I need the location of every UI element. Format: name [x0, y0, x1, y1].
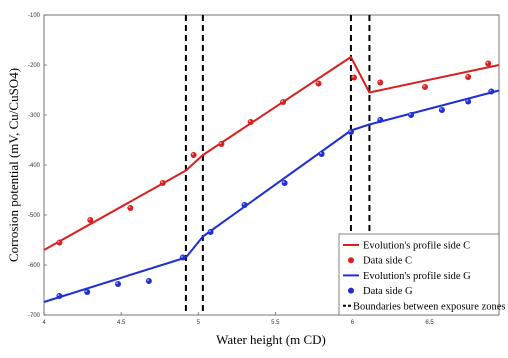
- data-point: [485, 60, 492, 67]
- legend-label: Boundaries between exposure zones: [353, 301, 506, 312]
- legend-label: Evolution's profile side G: [363, 271, 471, 282]
- legend-point-swatch: [348, 287, 354, 294]
- data-point-highlight: [242, 203, 245, 206]
- x-tick-label: 4.5: [117, 320, 126, 326]
- data-point-highlight: [466, 75, 469, 78]
- y-tick-labels: -100 -200 -300 -400 -500 -600 -700: [28, 13, 41, 319]
- data-point: [56, 239, 63, 246]
- data-point: [87, 217, 94, 223]
- data-point-highlight: [282, 181, 285, 184]
- data-point-highlight: [146, 279, 149, 282]
- x-tick-labels: 4 4.5 5 5.5 6 6.5: [42, 320, 434, 326]
- data-point-highlight: [349, 130, 352, 133]
- data-point: [159, 180, 166, 186]
- y-tick-label: -400: [28, 163, 41, 169]
- data-point: [488, 88, 495, 95]
- profile-line-segment: [185, 56, 500, 172]
- data-point-highlight: [378, 118, 381, 121]
- legend-label: Data side G: [363, 286, 413, 297]
- data-point: [438, 107, 445, 113]
- data-point: [377, 79, 384, 86]
- x-tick-label: 5: [197, 320, 201, 326]
- y-tick-label: -200: [28, 63, 41, 69]
- x-axis-label: Water height (m CD): [216, 332, 326, 347]
- x-tick-label: 6: [351, 320, 355, 326]
- data-point: [315, 80, 322, 87]
- profile-line-segment: [43, 256, 187, 303]
- legend-box: [338, 233, 500, 316]
- data-point-highlight: [486, 61, 489, 64]
- data-point-highlight: [466, 99, 469, 102]
- data-point: [280, 99, 287, 105]
- y-axis-label: Corrosion potential (mV, Cu/CuSO4): [6, 68, 21, 262]
- data-point-highlight: [378, 80, 381, 83]
- y-tick-label: -600: [28, 263, 41, 269]
- data-point: [115, 281, 122, 287]
- data-point: [281, 180, 288, 186]
- data-point: [408, 112, 415, 118]
- data-point: [347, 129, 354, 135]
- data-point: [465, 98, 472, 105]
- y-tick-label: -500: [28, 213, 41, 219]
- data-point-highlight: [219, 142, 222, 145]
- data-point: [218, 141, 225, 147]
- x-tick-label: 6.5: [425, 320, 434, 326]
- data-point: [207, 229, 214, 235]
- data-point: [421, 84, 428, 90]
- data-point-highlight: [57, 240, 60, 243]
- legend-label: Evolution's profile side C: [363, 241, 470, 252]
- y-tick-label: -100: [28, 13, 41, 19]
- data-point-highlight: [409, 113, 412, 116]
- data-point: [377, 117, 384, 123]
- data-point-highlight: [88, 218, 91, 221]
- data-point-highlight: [128, 206, 131, 209]
- data-point: [190, 152, 197, 158]
- data-point-highlight: [191, 153, 194, 156]
- legend-label: Data side C: [363, 256, 412, 267]
- data-point: [84, 289, 91, 295]
- data-point: [127, 205, 134, 211]
- data-point: [145, 278, 152, 284]
- data-point: [351, 74, 358, 81]
- data-point-highlight: [319, 152, 322, 155]
- data-point-highlight: [248, 120, 251, 123]
- data-point: [56, 293, 63, 299]
- data-point-highlight: [352, 75, 355, 78]
- data-point-highlight: [208, 230, 211, 233]
- y-tick-label: -300: [28, 113, 41, 119]
- data-point: [318, 151, 325, 157]
- data-point-highlight: [160, 181, 163, 184]
- data-points: [56, 60, 495, 299]
- data-point-highlight: [281, 100, 284, 103]
- data-point-highlight: [423, 85, 426, 88]
- data-point-highlight: [440, 108, 443, 111]
- legend: Evolution's profile side C Data side C Evo…: [338, 233, 506, 316]
- data-point-highlight: [85, 290, 88, 293]
- data-point-highlight: [316, 81, 319, 84]
- data-point: [179, 254, 186, 261]
- data-point: [465, 74, 472, 80]
- data-point: [247, 119, 254, 125]
- x-tick-label: 4: [42, 320, 46, 326]
- data-point-highlight: [489, 89, 492, 92]
- x-tick-label: 5.5: [271, 320, 280, 326]
- data-point-highlight: [180, 255, 183, 258]
- data-point-highlight: [57, 294, 60, 297]
- data-point: [241, 202, 248, 208]
- legend-point-swatch: [348, 257, 354, 264]
- data-point-highlight: [116, 282, 119, 285]
- y-tick-label: -700: [28, 313, 41, 319]
